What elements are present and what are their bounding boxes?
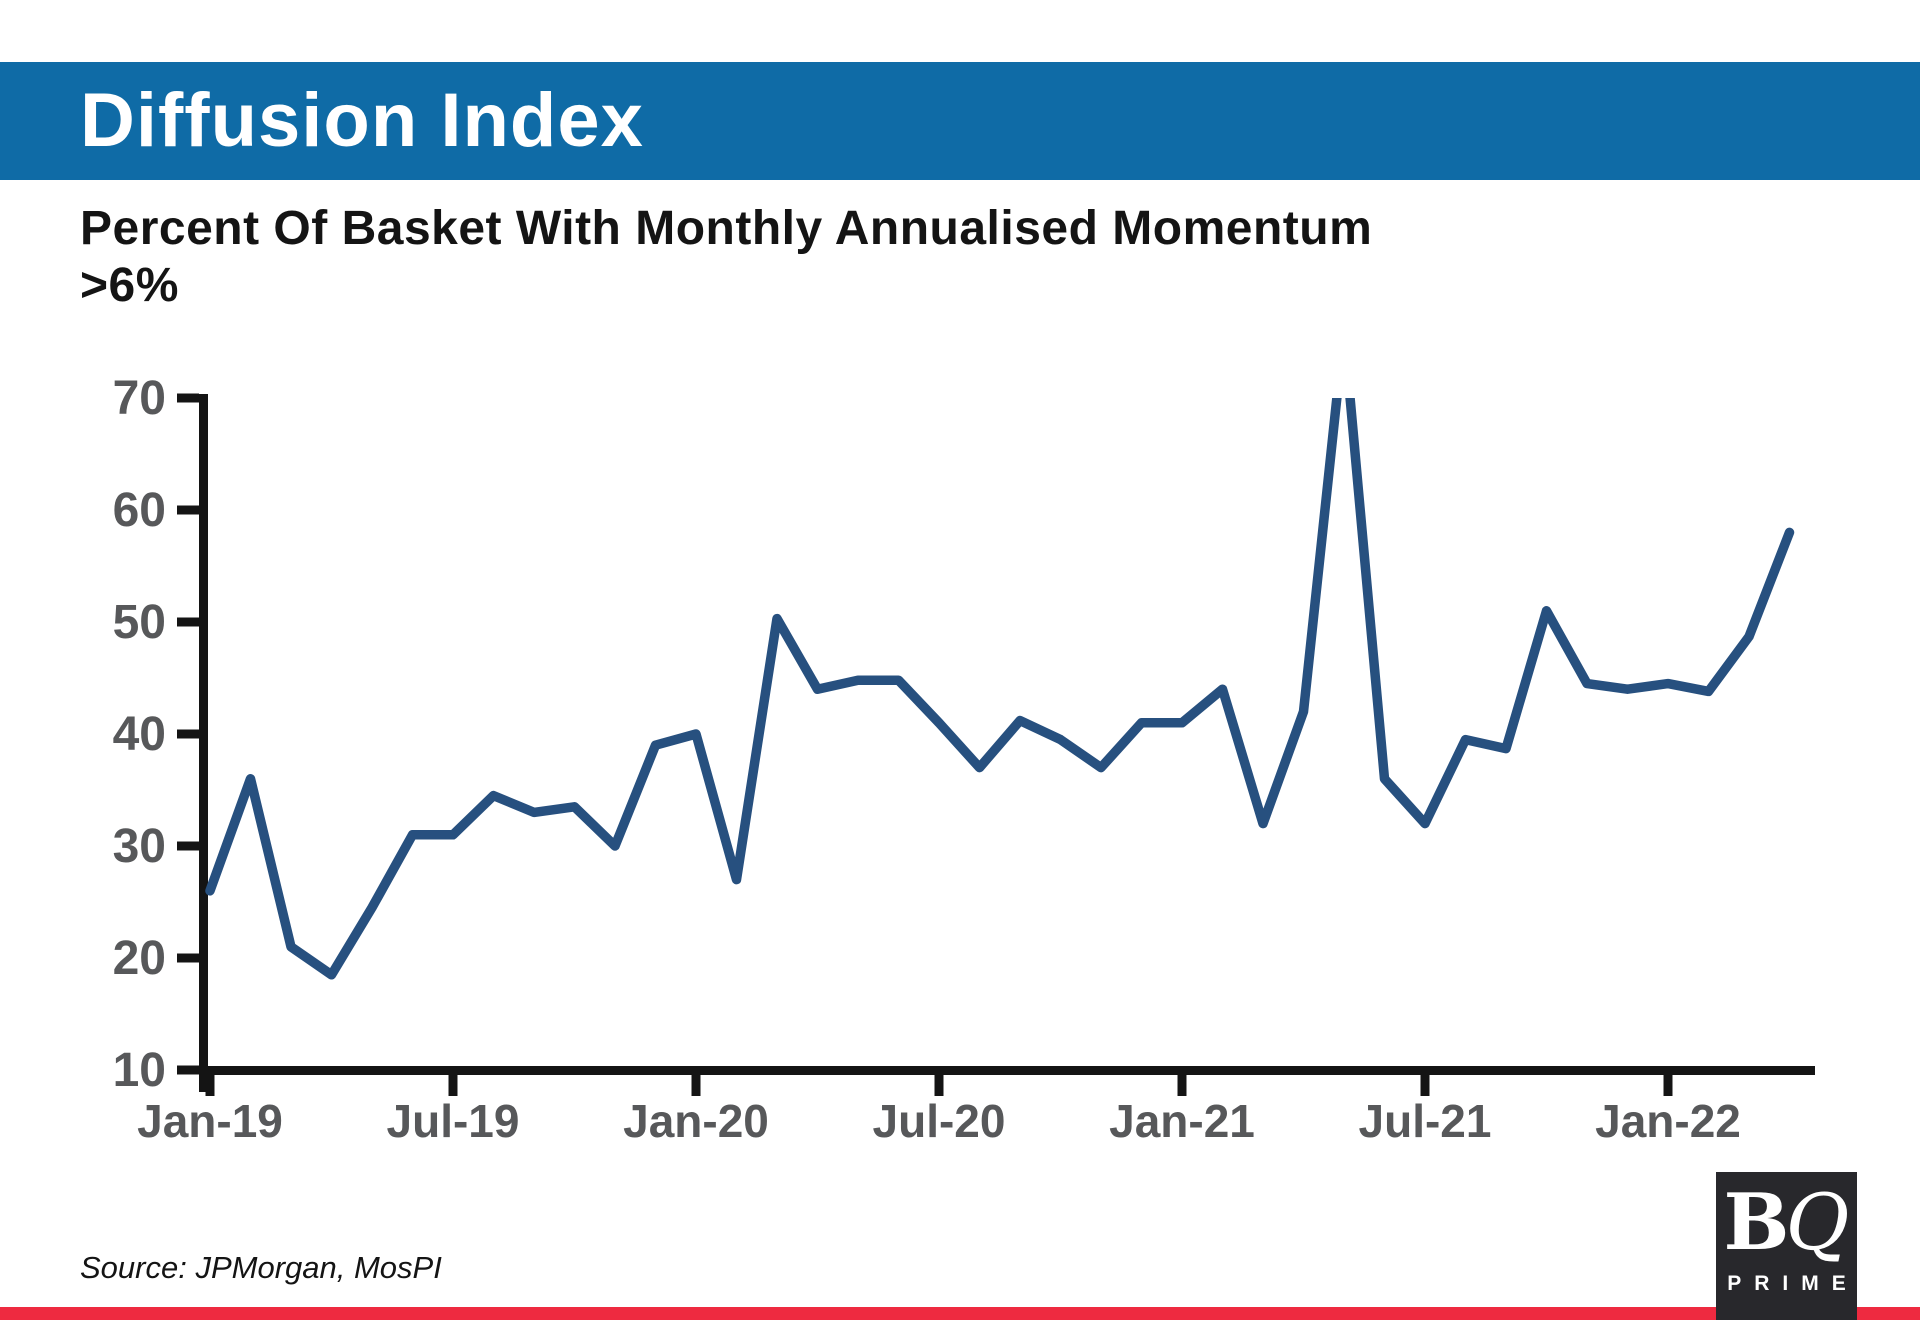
logo-letter-b: B <box>1723 1177 1790 1268</box>
y-tick-label: 60 <box>113 484 166 537</box>
x-tick-label: Jan-20 <box>623 1095 769 1147</box>
x-tick-label: Jul-19 <box>387 1095 520 1147</box>
bq-prime-logo: BQ PRIME <box>1716 1172 1857 1320</box>
y-tick-label: 10 <box>113 1044 166 1097</box>
logo-bq-text: BQ <box>1723 1177 1850 1269</box>
x-tick-label: Jan-19 <box>137 1095 283 1147</box>
bottom-red-bar <box>0 1307 1920 1320</box>
x-tick-label: Jul-20 <box>873 1095 1006 1147</box>
page-title: Diffusion Index <box>80 78 644 163</box>
diffusion-index-series <box>205 398 1795 980</box>
logo-prime-text: PRIME <box>1727 1272 1859 1295</box>
x-tick-label: Jul-21 <box>1359 1095 1492 1147</box>
y-tick-label: 70 <box>113 372 166 425</box>
chart-subtitle: Percent Of Basket With Monthly Annualise… <box>80 202 1373 312</box>
x-tick-label: Jan-22 <box>1595 1095 1741 1147</box>
y-tick-label: 30 <box>113 820 166 873</box>
logo-letter-q: Q <box>1785 1178 1850 1268</box>
y-tick-label: 20 <box>113 932 166 985</box>
header-banner: Diffusion Index <box>0 62 1920 180</box>
source-text: Source: JPMorgan, MosPI <box>80 1250 442 1285</box>
y-tick-label: 40 <box>113 708 166 761</box>
y-tick-label: 50 <box>113 596 166 649</box>
x-tick-label: Jan-21 <box>1109 1095 1255 1147</box>
